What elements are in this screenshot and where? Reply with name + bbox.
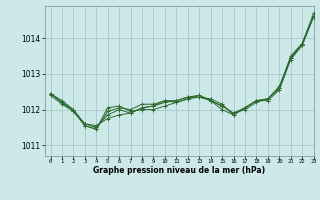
X-axis label: Graphe pression niveau de la mer (hPa): Graphe pression niveau de la mer (hPa)	[93, 166, 265, 175]
